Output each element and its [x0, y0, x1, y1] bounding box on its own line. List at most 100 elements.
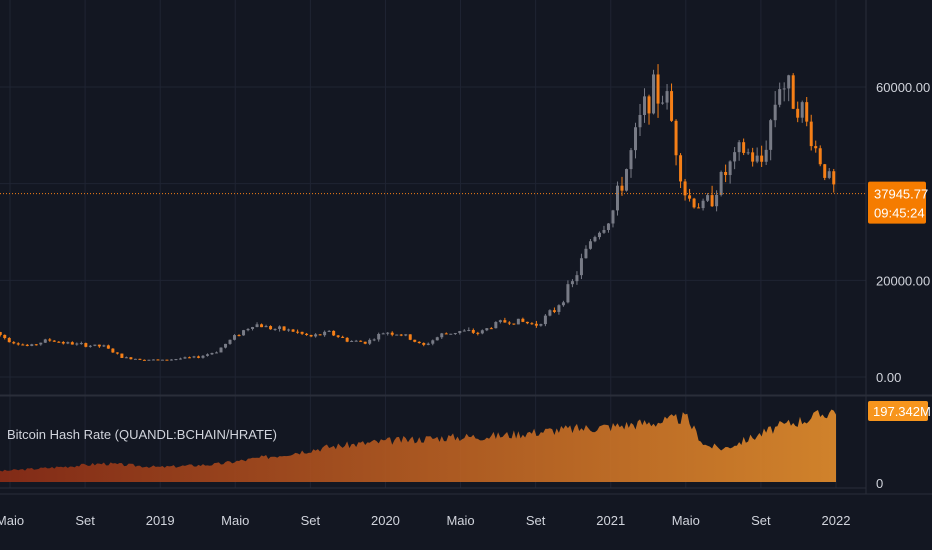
candle-body [516, 318, 520, 325]
candle-body [314, 334, 318, 337]
candle-body [129, 357, 133, 360]
candle-body [818, 148, 822, 165]
candle-body [485, 328, 489, 331]
pane-separator [0, 0, 932, 495]
time-tick-label: Maio [0, 513, 24, 528]
candle-body [377, 333, 381, 340]
candle-body [363, 341, 367, 344]
candle-body [102, 345, 106, 347]
candle-body [579, 258, 583, 276]
candle-body [773, 104, 777, 121]
candle-body [341, 336, 345, 338]
candle-body [323, 331, 327, 336]
candle-body [643, 96, 647, 116]
candle-body [458, 330, 462, 334]
candle-body [534, 323, 538, 326]
candle-body [264, 326, 268, 328]
candle-body [246, 328, 250, 331]
candle-body [512, 323, 516, 325]
candle-body [196, 356, 200, 358]
candle-body [521, 318, 525, 322]
candle-body [710, 195, 714, 207]
candle-body [417, 341, 421, 344]
candle-body [814, 146, 818, 149]
candle-body [706, 195, 710, 201]
candle-body [16, 343, 20, 345]
candle-body [444, 333, 448, 335]
candle-body [97, 344, 101, 347]
candle-body [390, 332, 394, 335]
candle-body [760, 155, 764, 162]
candle-body [742, 142, 746, 153]
price-candles [0, 64, 836, 361]
candle-body [88, 345, 92, 347]
candle-body [332, 330, 336, 336]
candle-body [84, 343, 88, 347]
candle-body [228, 339, 232, 344]
candle-body [34, 344, 38, 346]
candle-body [449, 333, 453, 335]
candle-body [588, 241, 592, 249]
candle-body [728, 161, 732, 176]
candle-body [138, 358, 142, 360]
candle-body [525, 321, 529, 324]
candle-body [809, 121, 813, 147]
time-tick-label: Set [75, 513, 95, 528]
candle-body [30, 344, 34, 346]
candle-body [21, 344, 25, 346]
candle-body [408, 334, 412, 340]
candle-body [679, 155, 683, 182]
candle-body [471, 329, 475, 333]
candle-body [278, 326, 282, 329]
candle-body [620, 185, 624, 191]
price-axis[interactable]: 60000.00 20000.00 0.00 0 [876, 80, 930, 491]
candle-body [210, 352, 214, 355]
candle-body [336, 335, 340, 337]
candle-body [165, 359, 169, 361]
candle-body [372, 339, 376, 341]
countdown-value: 09:45:24 [874, 206, 925, 221]
candle-body [79, 343, 83, 345]
candle-body [345, 337, 349, 342]
candle-body [683, 181, 687, 196]
candle-body [395, 334, 399, 336]
candle-body [201, 355, 205, 358]
candle-body [507, 322, 511, 324]
candle-body [169, 359, 173, 361]
candle-body [697, 207, 701, 209]
candle-body [575, 275, 579, 282]
hash-rate-fill [0, 409, 836, 482]
candle-body [124, 357, 128, 359]
candle-body [638, 115, 642, 128]
candle-body [561, 302, 565, 306]
candle-body [413, 339, 417, 342]
candle-body [273, 328, 277, 330]
candle-body [309, 334, 313, 337]
candle-body [291, 329, 295, 332]
hash-rate-area [0, 409, 836, 482]
candle-body [255, 324, 259, 328]
indicator-legend-label[interactable]: Bitcoin Hash Rate (QUANDL:BCHAIN/HRATE) [7, 427, 277, 442]
hash-rate-value: 197.342M [873, 404, 931, 419]
candle-body [219, 347, 223, 353]
candle-body [539, 324, 543, 326]
candle-body [440, 333, 444, 338]
candle-body [665, 91, 669, 103]
candle-body [688, 195, 692, 199]
candle-body [282, 326, 286, 331]
time-tick-label: Set [526, 513, 546, 528]
candle-body [606, 223, 610, 230]
candle-body [381, 333, 385, 335]
time-tick-label: Set [751, 513, 771, 528]
candle-body [75, 343, 79, 345]
candle-body [602, 229, 606, 233]
time-axis[interactable]: Maio Set 2019 Maio Set 2020 Maio Set 2021 Maio Set… [0, 513, 850, 528]
candle-body [115, 352, 119, 354]
candle-body [359, 340, 363, 342]
candle-body [778, 89, 782, 105]
candle-body [300, 331, 304, 334]
candle-body [566, 284, 570, 303]
price-badges: 37945.77 09:45:24 197.342M [868, 181, 931, 421]
candle-body [661, 102, 665, 104]
